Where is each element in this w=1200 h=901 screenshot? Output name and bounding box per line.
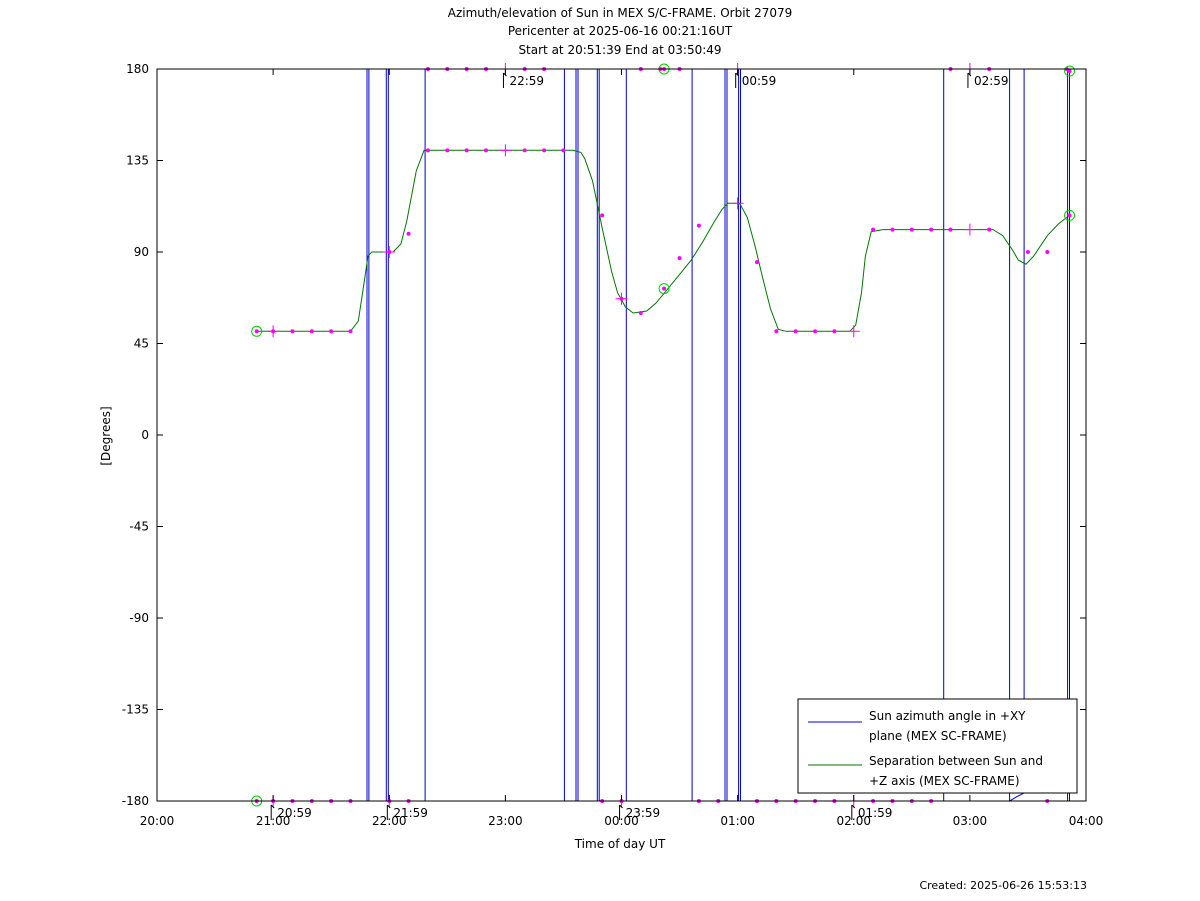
- x-tick-label: 21:00: [256, 814, 291, 828]
- data-point-marker: [290, 329, 295, 334]
- data-point-marker: [774, 329, 779, 334]
- data-point-marker: [542, 148, 547, 153]
- y-tick-label: -135: [122, 703, 149, 717]
- endpoint-circle-marker: [251, 325, 263, 337]
- y-tick-label: 45: [134, 337, 149, 351]
- time-annotation-arrow: [502, 72, 507, 88]
- time-annotation-label: 20:59: [277, 806, 312, 820]
- plot-area-frame: [156, 68, 1087, 802]
- data-point-marker: [484, 148, 489, 153]
- legend: Sun azimuth angle in +XY plane (MEX SC-F…: [797, 698, 1078, 794]
- data-point-marker: [425, 148, 430, 153]
- endpoint-circle-marker: [1064, 65, 1076, 77]
- data-point-marker: [890, 227, 895, 232]
- hour-cross-marker: [499, 144, 512, 157]
- hour-cross-marker: [615, 292, 628, 305]
- endpoint-dot-marker: [1067, 69, 1072, 74]
- x-tick-label: 20:00: [140, 814, 175, 828]
- y-tick-label: 180: [126, 62, 149, 76]
- time-annotation-label: 02:59: [974, 74, 1009, 88]
- y-axis: 180 135 90 45 0 -45 -90 -135 -180: [122, 62, 1086, 808]
- time-annotation-arrow: [270, 804, 275, 820]
- x-tick-label: 04:00: [1069, 814, 1104, 828]
- y-tick-label: 135: [126, 154, 149, 168]
- legend-label-azimuth-line-1: Sun azimuth angle in +XY: [869, 709, 1026, 723]
- legend-box: [797, 698, 1078, 794]
- time-annotation-arrow: [619, 804, 623, 820]
- hour-cross-marker: [267, 325, 280, 338]
- y-axis-label: [Degrees]: [99, 406, 113, 465]
- x-tick-label: 03:00: [953, 814, 988, 828]
- data-point-marker: [1025, 250, 1030, 254]
- endpoint-dot-marker: [1067, 213, 1072, 218]
- y-tick-label: 0: [141, 428, 149, 442]
- data-point-marker: [696, 223, 701, 228]
- data-point-marker: [948, 227, 953, 232]
- data-point-marker: [309, 329, 314, 334]
- data-point-marker: [929, 227, 934, 232]
- x-tick-label: 22:00: [372, 814, 407, 828]
- data-point-marker: [329, 329, 334, 334]
- data-point-marker: [793, 329, 798, 334]
- time-annotation-label: 23:59: [626, 806, 661, 820]
- time-annotation-arrow: [967, 72, 972, 88]
- time-annotation-label: 21:59: [393, 806, 428, 820]
- x-axis: 20:00 21:00 22:00 23:00 00:00 01:00 02:00 03:00…: [140, 69, 1104, 828]
- hour-cross-marker: [847, 325, 860, 338]
- marker-layer: [251, 63, 1076, 807]
- annotation-layer: 20:59 21:59 22:59 23:59 00:59 01:59 02:59: [270, 72, 1009, 820]
- data-point-marker: [600, 213, 605, 218]
- data-point-marker: [445, 148, 450, 153]
- data-point-marker: [464, 148, 469, 153]
- x-tick-label: 02:00: [836, 814, 871, 828]
- endpoint-circle-marker: [1064, 209, 1076, 221]
- endpoint-dot-marker: [662, 286, 667, 291]
- time-annotation-arrow: [386, 804, 391, 820]
- data-point-marker: [348, 329, 353, 334]
- data-point-marker: [987, 227, 992, 232]
- time-annotation-label: 00:59: [742, 74, 777, 88]
- created-timestamp: Created: 2025-06-26 15:53:13: [919, 879, 1087, 892]
- legend-label-azimuth-line-2: plane (MEX SC-FRAME): [869, 729, 1007, 743]
- time-annotation-label: 22:59: [509, 74, 544, 88]
- data-point-marker: [638, 311, 643, 315]
- data-point-marker: [561, 148, 566, 153]
- data-point-marker: [406, 231, 411, 236]
- y-tick-label: -45: [129, 520, 149, 534]
- time-annotation-arrow: [851, 804, 856, 820]
- data-point-marker: [522, 148, 527, 153]
- hour-cross-marker: [383, 246, 396, 258]
- endpoint-circle-marker: [658, 283, 670, 295]
- chart-title: Azimuth/elevation of Sun in MEX S/C-FRAM…: [448, 6, 793, 57]
- x-tick-label: 01:00: [720, 814, 755, 828]
- data-point-marker: [677, 256, 682, 261]
- legend-label-separation-line-1: Separation between Sun and: [869, 754, 1043, 768]
- endpoint-dot-marker: [254, 329, 259, 334]
- data-point-marker: [909, 227, 914, 232]
- hour-cross-marker: [963, 223, 976, 236]
- data-point-marker: [1045, 250, 1050, 254]
- series-layer: [256, 68, 1070, 802]
- x-tick-label: 23:00: [488, 814, 523, 828]
- hour-cross-marker: [731, 197, 744, 210]
- chart-title-line-3: Start at 20:51:39 End at 03:50:49: [518, 43, 721, 57]
- data-point-marker: [871, 227, 876, 232]
- data-point-marker: [813, 329, 818, 334]
- series-line-separation: [256, 149, 1070, 332]
- data-point-marker: [832, 329, 837, 334]
- series-line-azimuth: [256, 68, 1070, 802]
- data-point-marker: [754, 260, 759, 265]
- y-tick-label: -90: [129, 611, 149, 625]
- chart-title-line-1: Azimuth/elevation of Sun in MEX S/C-FRAM…: [448, 6, 793, 20]
- y-tick-label: -180: [122, 794, 149, 808]
- time-annotation-label: 01:59: [858, 806, 893, 820]
- x-tick-label: 00:00: [604, 814, 639, 828]
- x-axis-label: Time of day UT: [574, 837, 666, 851]
- y-tick-label: 90: [134, 245, 149, 259]
- chart-title-line-2: Pericenter at 2025-06-16 00:21:16UT: [508, 24, 733, 38]
- legend-label-separation-line-2: +Z axis (MEX SC-FRAME): [869, 774, 1020, 788]
